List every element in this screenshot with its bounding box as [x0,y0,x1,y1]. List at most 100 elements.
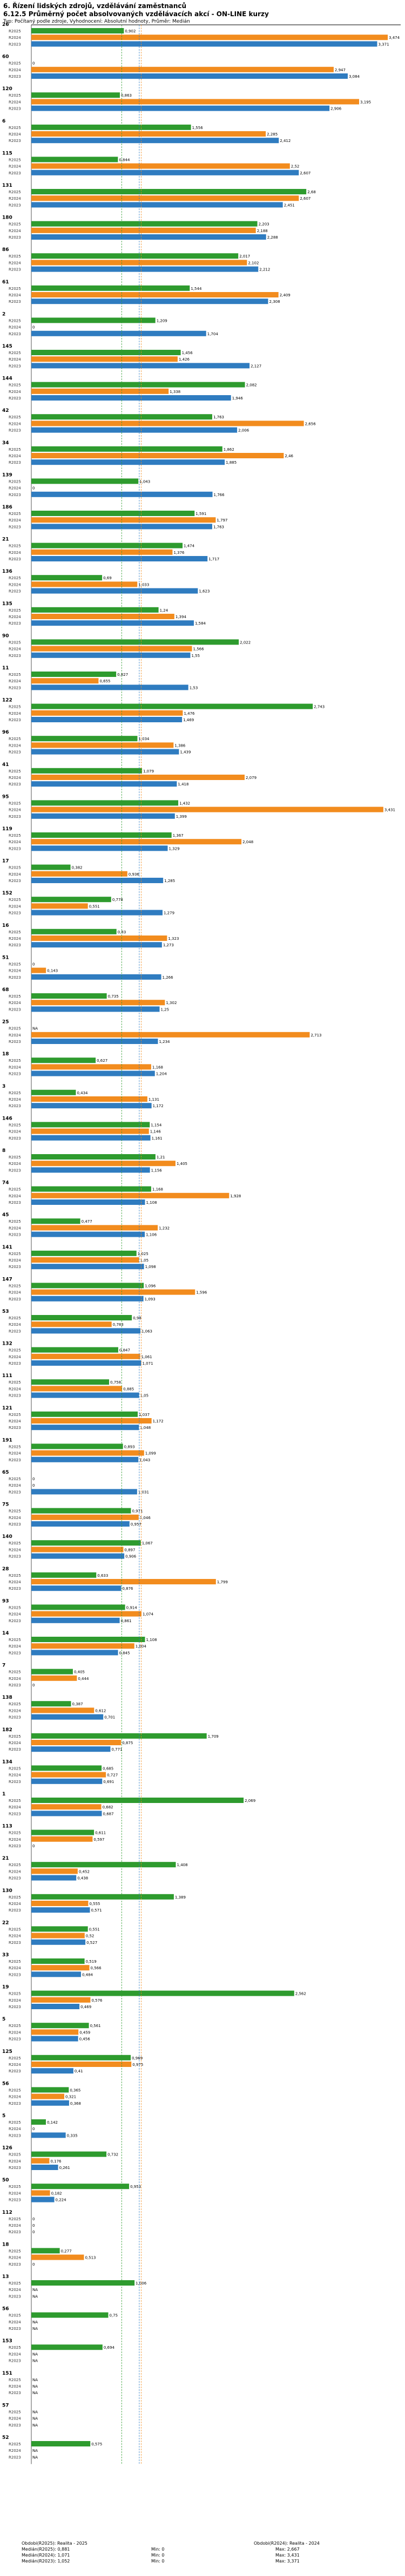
value-label: 1,367 [173,833,184,838]
group-label: 60 [2,55,9,60]
value-label: 1,061 [141,1355,152,1359]
value-label: 1,408 [177,1863,188,1867]
value-label: 2,562 [295,1992,306,1996]
series-label: R2025 [9,962,21,966]
value-label: 1,946 [232,396,244,401]
series-label: R2025 [9,2153,21,2157]
series-label: R2025 [9,2345,21,2350]
value-label: 2,409 [280,293,291,297]
value-label: 0 [32,2217,35,2221]
bar-r2023 [31,524,212,530]
value-label: 1,154 [151,1123,162,1127]
bar-r2025 [31,1250,137,1256]
value-label: 2,68 [307,190,316,194]
series-label: R2024 [9,1580,21,1584]
bar-r2023 [31,1135,151,1141]
value-label: NA [32,2410,38,2414]
value-label: 2,048 [242,840,253,844]
bar-r2023 [31,717,183,722]
series-label: R2024 [9,2159,21,2164]
bar-r2024 [31,967,46,973]
group-label: 96 [2,730,9,735]
bar-r2024 [31,292,279,297]
bar-r2024 [31,421,304,426]
bar-r2024 [31,1901,89,1906]
bar-r2025 [31,2248,60,2254]
value-label: 1,405 [177,1162,187,1166]
bar-r2024 [31,227,256,233]
bar-r2023 [31,1875,77,1881]
series-label: R2025 [9,1574,21,1578]
bar-r2024 [31,775,245,780]
group-label: 153 [2,2338,12,2344]
series-label: R2023 [9,557,21,561]
series-label: R2025 [9,1188,21,1192]
series-label: R2023 [9,1040,21,1044]
group-label: 120 [2,86,12,92]
series-label: R2024 [9,2320,21,2324]
bar-r2023 [31,234,266,240]
series-label: R2023 [9,396,21,401]
value-label: 0,655 [99,679,110,683]
series-label: R2023 [9,1104,21,1108]
bar-r2023 [31,2165,58,2170]
series-label: R2023 [9,975,21,980]
bar-r2025 [31,28,124,33]
group-label: 6 [2,119,5,124]
series-label: R2025 [9,769,21,774]
group-label: 53 [2,1309,9,1314]
series-label: R2023 [9,1522,21,1527]
chart-header: 6. Řízení lidských zdrojů, vzdělávání za… [3,2,402,25]
group-label: 17 [2,859,9,864]
group-label: 1 [2,1792,5,1797]
series-label: R2025 [9,2314,21,2318]
group-label: 19 [2,1985,9,1990]
group-label: 68 [2,987,9,993]
bar-r2023 [31,170,299,175]
series-label: R2024 [9,582,21,587]
bar-r2024 [31,1032,310,1038]
series-label: R2023 [9,1780,21,1784]
series-label: R2023 [9,2294,21,2299]
value-label: 0,633 [97,1574,108,1578]
series-label: R2024 [9,1612,21,1617]
bar-r2024 [31,903,88,909]
group-label: 51 [2,955,9,960]
value-label: 2,607 [300,171,310,175]
series-label: R2024 [9,2417,21,2421]
series-label: R2023 [9,686,21,690]
bar-r2025 [31,1283,144,1289]
series-label: R2025 [9,2056,21,2060]
series-label: R2023 [9,718,21,722]
series-label: R2024 [9,486,21,491]
value-label: 1,456 [182,351,193,355]
bar-r2023 [31,1006,160,1012]
bar-r2025 [31,1862,176,1868]
value-label: NA [32,2352,38,2356]
bar-r2024 [31,517,216,523]
bar-r2025 [31,92,120,98]
group-label: 65 [2,1470,9,1475]
series-label: R2025 [9,1638,21,1642]
bar-r2025 [31,1894,174,1900]
series-label: R2023 [9,1361,21,1366]
value-label: 1,623 [199,589,210,594]
value-label: 1,099 [145,1452,156,1456]
value-label: 0,575 [91,2442,102,2446]
bar-r2024 [31,388,169,394]
bar-r2024 [31,1064,151,1070]
value-label: 0,682 [103,1805,113,1809]
value-label: 0,783 [113,1323,124,1327]
series-label: R2025 [9,2185,21,2189]
series-label: R2024 [9,2288,21,2292]
bar-r2024 [31,678,99,684]
bar-r2023 [31,395,231,401]
value-label: 0,434 [77,1091,88,1095]
value-label: 2,906 [330,107,342,111]
bar-r2025 [31,832,172,838]
bar-r2025 [31,1798,244,1803]
footer-min-2024: Min: 0 [151,2553,165,2558]
series-label: R2025 [9,994,21,999]
group-label: 75 [2,1502,9,1508]
value-label: 1,079 [143,769,154,774]
